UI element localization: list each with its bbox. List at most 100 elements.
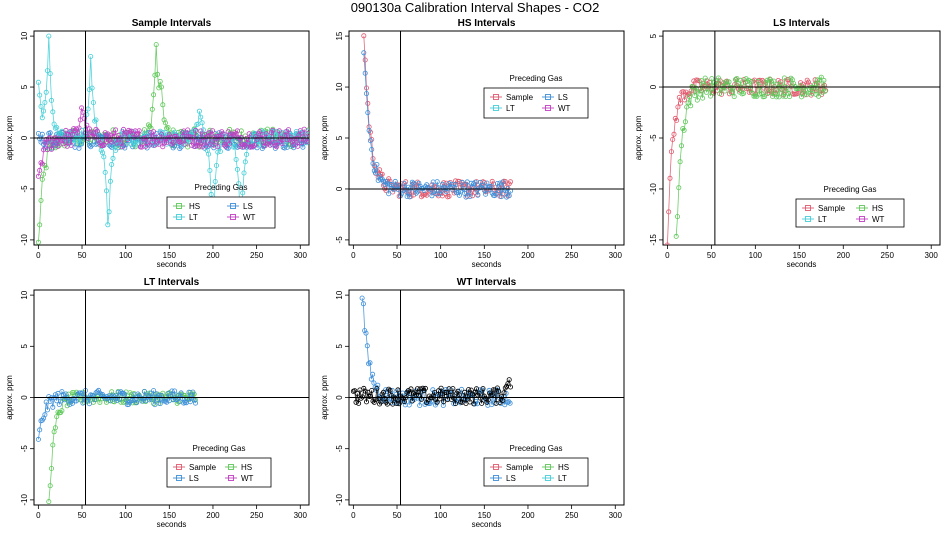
data-point (414, 189, 420, 195)
y-tick-label: 5 (335, 135, 344, 140)
panel-5: WT Intervals 0 50 100 150 200 250 300 -10 -5 0 5 10 s… (320, 277, 625, 529)
data-point (367, 360, 373, 366)
legend-swatch-marker (545, 94, 551, 100)
data-point (721, 80, 727, 86)
x-tick-label: 300 (609, 511, 623, 520)
data-point (274, 144, 280, 150)
data-point (773, 94, 779, 100)
series-line (361, 298, 511, 407)
data-point (47, 130, 53, 136)
data-point (370, 371, 376, 377)
data-point (775, 81, 781, 87)
data-point (47, 71, 53, 77)
data-point (670, 136, 676, 142)
data-point (697, 91, 703, 97)
data-point (50, 109, 56, 115)
data-point (158, 84, 164, 90)
panel-1: Sample Intervals 0 50 100 150 200 250 300 -10 -5 0… (5, 18, 310, 269)
data-point (110, 131, 116, 137)
data-point (734, 76, 740, 82)
data-point (251, 143, 257, 149)
data-point (406, 402, 412, 408)
data-point (361, 33, 367, 39)
data-point (89, 85, 95, 91)
data-point (500, 179, 506, 185)
x-axis-label: seconds (157, 260, 187, 269)
data-point (729, 90, 735, 96)
data-point (147, 142, 153, 148)
data-point (270, 127, 276, 133)
data-point (299, 140, 305, 146)
data-point (363, 91, 369, 97)
legend-entry-label: Sample (818, 204, 846, 213)
data-point (50, 442, 56, 448)
legend-box (483, 87, 589, 119)
data-point (97, 140, 103, 146)
data-point (664, 242, 670, 245)
y-tick-label: -15 (649, 234, 658, 246)
data-point (196, 143, 202, 149)
data-point (69, 400, 75, 406)
data-point (366, 127, 372, 133)
data-point (113, 127, 119, 133)
x-tick-label: 50 (393, 511, 402, 520)
data-point (190, 389, 196, 395)
data-point (362, 328, 368, 334)
legend-entry-label: HS (189, 202, 200, 211)
data-point (106, 209, 112, 215)
data-point (678, 100, 684, 106)
data-point (192, 127, 198, 133)
data-point (165, 125, 171, 131)
data-point (771, 78, 777, 84)
x-tick-label: 100 (749, 251, 763, 260)
data-point (200, 127, 206, 133)
legend-entry-label: LT (189, 213, 198, 222)
data-point (492, 193, 498, 199)
x-tick-label: 250 (250, 251, 264, 260)
data-point (291, 141, 297, 147)
data-point (43, 89, 49, 95)
data-point (35, 173, 41, 179)
data-point (185, 127, 191, 133)
data-point (476, 185, 482, 191)
data-point (731, 94, 737, 100)
data-point (437, 396, 443, 402)
data-point (69, 131, 75, 137)
data-point (97, 399, 103, 405)
x-tick-label: 250 (250, 511, 264, 520)
data-point (496, 389, 502, 395)
data-point (136, 128, 142, 134)
data-point (189, 142, 195, 148)
data-point (134, 400, 140, 406)
data-point (46, 499, 52, 505)
data-point (109, 161, 115, 167)
data-point (356, 400, 362, 406)
data-point (59, 408, 65, 414)
data-point (182, 141, 188, 147)
legend-entry-label: Sample (506, 463, 534, 472)
data-point (145, 122, 151, 128)
data-point (246, 131, 252, 137)
panel-2: HS Intervals 0 50 100 150 200 250 300 -5 0 5 10 15 se… (320, 18, 625, 269)
data-point (675, 104, 681, 110)
data-point (742, 83, 748, 89)
data-point (41, 108, 47, 114)
data-point (412, 389, 418, 395)
data-point (102, 130, 108, 136)
data-point (480, 183, 486, 189)
y-axis-label: approx. ppm (320, 375, 329, 420)
data-point (209, 128, 215, 134)
data-point (77, 140, 83, 146)
data-point (446, 193, 452, 199)
data-point (435, 388, 441, 394)
data-point (812, 81, 818, 87)
x-tick-label: 250 (565, 511, 579, 520)
data-point (359, 394, 365, 400)
data-point (451, 401, 457, 407)
data-point (59, 138, 65, 144)
plot-frame (348, 30, 625, 246)
data-point (86, 126, 92, 132)
data-point (45, 68, 51, 74)
data-point (80, 109, 86, 115)
